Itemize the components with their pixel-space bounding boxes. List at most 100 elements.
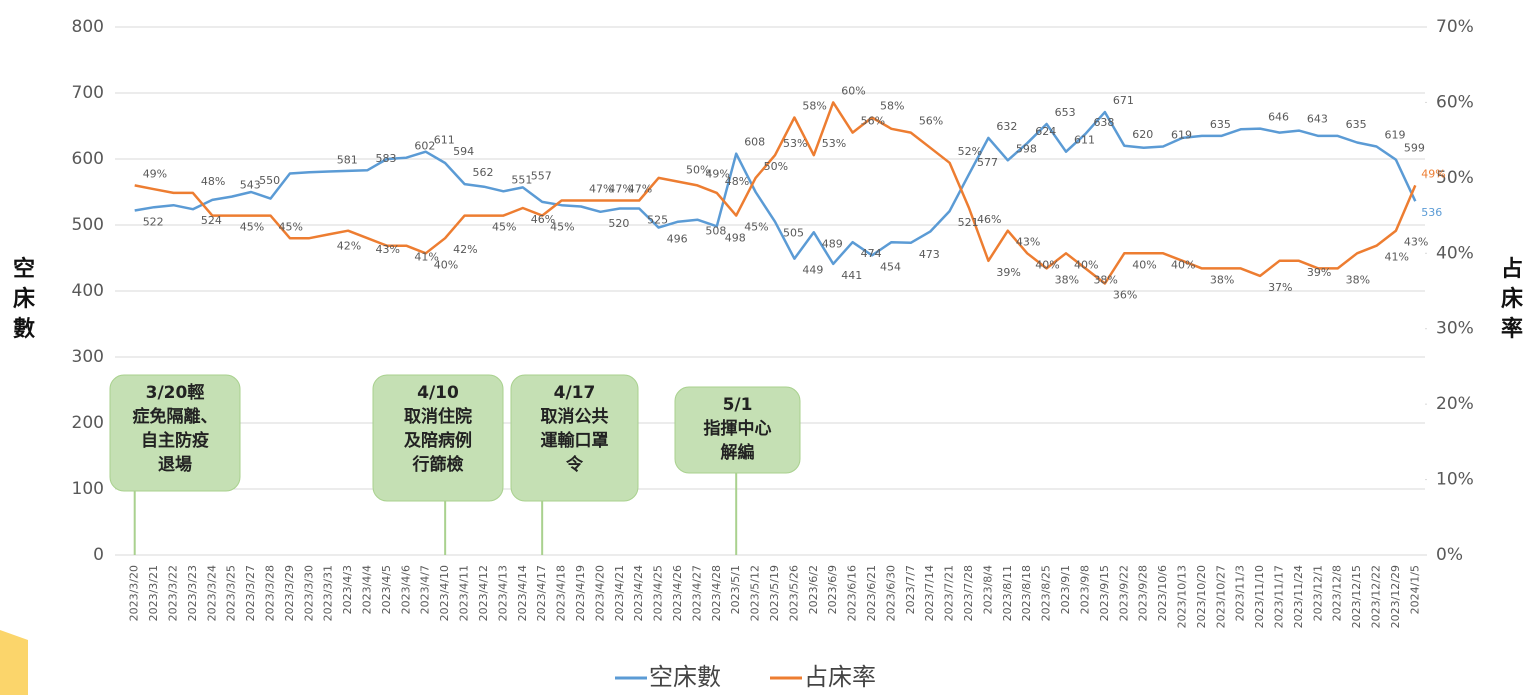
data-label: 48% bbox=[725, 175, 749, 188]
axis-title-char: 占 bbox=[1501, 257, 1523, 282]
data-label: 653 bbox=[1055, 106, 1076, 119]
x-tick-label: 2023/4/25 bbox=[652, 565, 665, 621]
data-label: 577 bbox=[977, 156, 998, 169]
annotation-line: 4/17 bbox=[554, 383, 596, 403]
y2-tick-label: 60% bbox=[1436, 92, 1474, 112]
data-label: 38% bbox=[1210, 273, 1234, 286]
x-tick-label: 2023/4/3 bbox=[341, 565, 354, 614]
x-tick-label: 2023/9/22 bbox=[1117, 565, 1130, 621]
y2-tick-label: 40% bbox=[1436, 243, 1474, 263]
y-tick-label: 400 bbox=[72, 281, 104, 301]
x-tick-label: 2023/4/27 bbox=[690, 565, 703, 621]
data-label: 521 bbox=[958, 216, 979, 229]
data-label: 619 bbox=[1171, 128, 1192, 141]
x-tick-label: 2023/3/25 bbox=[225, 565, 238, 621]
x-tick-label: 2023/6/21 bbox=[865, 565, 878, 621]
x-tick-label: 2023/4/20 bbox=[593, 565, 606, 621]
data-label: 557 bbox=[531, 169, 552, 182]
x-tick-label: 2023/3/21 bbox=[147, 565, 160, 621]
x-tick-label: 2023/4/13 bbox=[496, 565, 509, 621]
annotation-box bbox=[674, 386, 801, 474]
data-label: 496 bbox=[667, 233, 688, 246]
x-tick-label: 2023/3/27 bbox=[244, 565, 257, 621]
y-tick-label: 200 bbox=[72, 413, 104, 433]
data-label: 441 bbox=[841, 269, 862, 282]
annotation-box bbox=[510, 374, 639, 502]
data-label: 508 bbox=[705, 225, 726, 238]
data-label: 53% bbox=[822, 137, 846, 150]
annotation-line: 取消公共 bbox=[541, 406, 609, 427]
y-tick-label: 600 bbox=[72, 149, 104, 169]
data-label: 524 bbox=[201, 214, 222, 227]
annotation-line: 指揮中心 bbox=[704, 418, 772, 439]
x-tick-label: 2023/3/29 bbox=[283, 565, 296, 621]
x-tick-label: 2023/3/24 bbox=[205, 565, 218, 621]
x-tick-label: 2023/5/19 bbox=[768, 565, 781, 621]
data-label: 598 bbox=[1016, 142, 1037, 155]
data-label: 624 bbox=[1035, 125, 1056, 138]
x-tick-label: 2023/4/11 bbox=[458, 565, 471, 621]
annotation-line: 及陪病例 bbox=[404, 430, 472, 451]
x-tick-label: 2023/3/31 bbox=[322, 565, 335, 621]
x-tick-label: 2023/4/17 bbox=[535, 565, 548, 621]
data-label: 671 bbox=[1113, 94, 1134, 107]
y2-tick-label: 30% bbox=[1436, 319, 1474, 339]
annotation-line: 症免隔離、 bbox=[133, 406, 218, 427]
x-tick-label: 2023/11/3 bbox=[1234, 565, 1247, 621]
data-label: 551 bbox=[511, 173, 532, 186]
data-label: 58% bbox=[880, 100, 904, 113]
x-tick-label: 2023/4/6 bbox=[399, 565, 412, 614]
x-tick-label: 2023/4/10 bbox=[438, 565, 451, 621]
data-label: 49% bbox=[705, 167, 729, 180]
x-tick-label: 2023/6/16 bbox=[846, 565, 859, 621]
x-tick-label: 2023/11/24 bbox=[1292, 565, 1305, 628]
data-label: 38% bbox=[1055, 273, 1079, 286]
data-label: 525 bbox=[647, 214, 668, 227]
data-label: 41% bbox=[1384, 251, 1408, 264]
x-tick-label: 2023/12/1 bbox=[1311, 565, 1324, 621]
x-tick-label: 2023/11/17 bbox=[1272, 565, 1285, 628]
x-tick-label: 2023/3/28 bbox=[264, 565, 277, 621]
data-label: 635 bbox=[1210, 118, 1231, 131]
x-tick-label: 2023/9/28 bbox=[1137, 565, 1150, 621]
x-tick-label: 2023/9/15 bbox=[1098, 565, 1111, 621]
data-label: 49% bbox=[143, 167, 167, 180]
annotation-text: 3/20輕症免隔離、自主防疫退場 bbox=[133, 382, 218, 475]
annotation-line: 4/10 bbox=[417, 383, 459, 403]
data-label: 36% bbox=[1113, 288, 1137, 301]
y-tick-label: 700 bbox=[72, 83, 104, 103]
data-label: 48% bbox=[201, 175, 225, 188]
x-tick-label: 2023/4/24 bbox=[632, 565, 645, 621]
x-tick-label: 2023/6/30 bbox=[884, 565, 897, 621]
data-label: 46% bbox=[977, 213, 1001, 226]
data-label: 608 bbox=[744, 136, 765, 149]
x-tick-label: 2023/10/13 bbox=[1175, 565, 1188, 628]
x-tick-label: 2023/5/26 bbox=[787, 565, 800, 621]
data-label: 42% bbox=[453, 243, 477, 256]
x-tick-label: 2023/7/7 bbox=[904, 565, 917, 614]
data-label: 543 bbox=[240, 179, 261, 192]
data-label: 498 bbox=[725, 231, 746, 244]
data-label: 56% bbox=[861, 115, 885, 128]
data-label: 60% bbox=[841, 84, 865, 97]
annotation-box bbox=[372, 374, 504, 502]
data-label: 522 bbox=[143, 215, 164, 228]
data-label: 45% bbox=[492, 221, 516, 234]
decoration bbox=[0, 630, 28, 695]
x-tick-label: 2023/7/14 bbox=[923, 565, 936, 621]
data-label: 474 bbox=[861, 247, 882, 260]
y2-tick-label: 10% bbox=[1436, 470, 1474, 490]
annotation-line: 自主防疫 bbox=[141, 430, 209, 451]
x-tick-label: 2023/8/25 bbox=[1040, 565, 1053, 621]
axis-title: 占床率 bbox=[1501, 257, 1524, 342]
data-label: 37% bbox=[1268, 281, 1292, 294]
x-tick-label: 2023/6/2 bbox=[807, 565, 820, 614]
data-label: 49% bbox=[1421, 167, 1445, 180]
data-label: 620 bbox=[1132, 128, 1153, 141]
data-label: 520 bbox=[608, 217, 629, 230]
y2-tick-label: 70% bbox=[1436, 17, 1474, 37]
x-tick-label: 2023/4/14 bbox=[516, 565, 529, 621]
data-label: 489 bbox=[822, 237, 843, 250]
data-label: 550 bbox=[259, 174, 280, 187]
x-tick-label: 2023/3/20 bbox=[128, 565, 141, 621]
